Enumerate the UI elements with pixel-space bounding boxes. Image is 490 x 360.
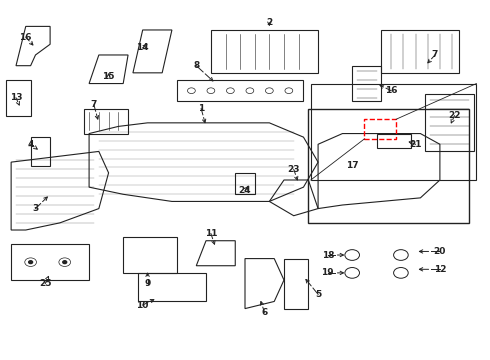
Text: 2: 2 xyxy=(266,18,272,27)
Text: 25: 25 xyxy=(39,279,51,288)
Text: 22: 22 xyxy=(448,111,461,120)
Text: 23: 23 xyxy=(288,165,300,174)
Circle shape xyxy=(63,261,67,264)
Text: 15: 15 xyxy=(102,72,115,81)
Text: 14: 14 xyxy=(136,43,149,52)
Text: 7: 7 xyxy=(91,100,97,109)
Text: 16: 16 xyxy=(20,33,32,42)
Text: 24: 24 xyxy=(239,186,251,195)
Text: 12: 12 xyxy=(434,265,446,274)
Text: 19: 19 xyxy=(321,268,334,277)
Text: 1: 1 xyxy=(198,104,204,113)
Text: 11: 11 xyxy=(205,229,217,238)
Text: 13: 13 xyxy=(10,93,22,102)
Bar xyxy=(311,84,476,180)
Text: 9: 9 xyxy=(145,279,151,288)
Text: 3: 3 xyxy=(32,204,39,213)
Circle shape xyxy=(29,261,32,264)
Text: 17: 17 xyxy=(346,161,359,170)
Text: 20: 20 xyxy=(434,247,446,256)
Text: 7: 7 xyxy=(432,50,438,59)
Bar xyxy=(365,119,396,139)
Text: 5: 5 xyxy=(315,290,321,299)
Text: 4: 4 xyxy=(27,140,34,149)
Text: 18: 18 xyxy=(321,251,334,260)
Text: 10: 10 xyxy=(137,301,149,310)
Text: 6: 6 xyxy=(261,308,268,317)
Text: 8: 8 xyxy=(193,61,199,70)
Text: 21: 21 xyxy=(409,140,422,149)
Text: 16: 16 xyxy=(385,86,397,95)
